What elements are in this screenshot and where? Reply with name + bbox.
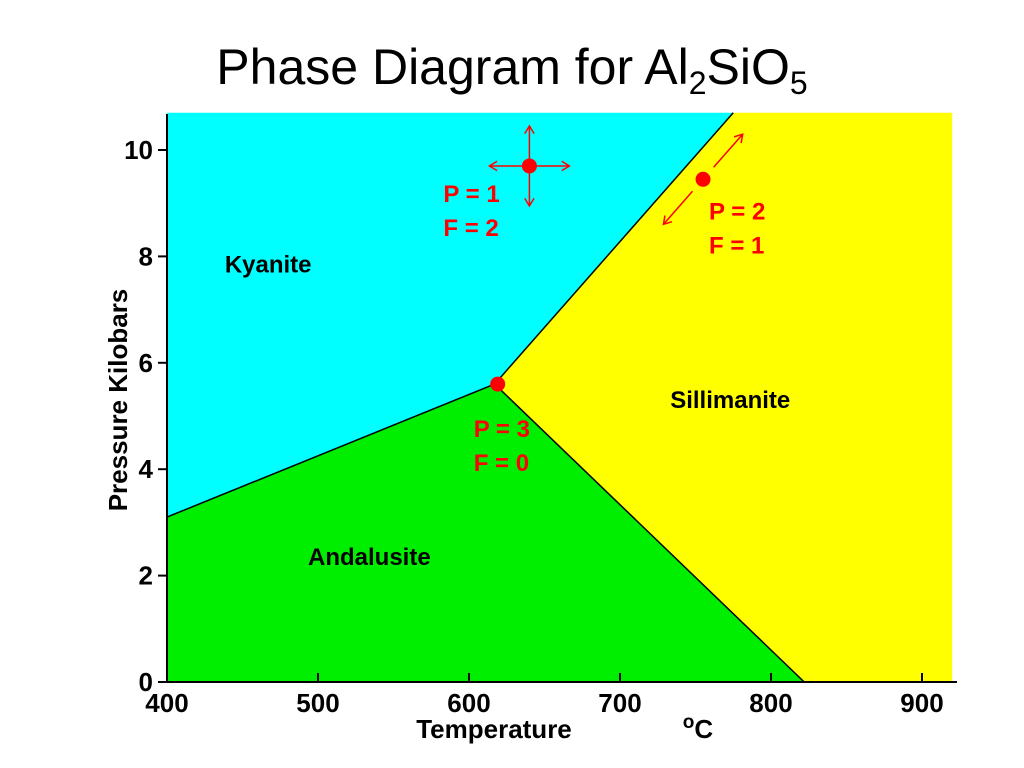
arrow-up-boundary [713, 133, 744, 168]
y-tick-label: 6 [139, 348, 153, 378]
kyanite-region [167, 112, 734, 518]
phase-point-3 [490, 376, 506, 392]
y-tick-label: 0 [139, 667, 153, 697]
y-tick-label: 4 [139, 454, 154, 484]
arrow-down-boundary [662, 190, 694, 226]
phase-regions [167, 112, 953, 682]
title-mid: SiO [706, 39, 790, 95]
phase-point-2 [695, 171, 711, 187]
x-axis-unit: oC [683, 712, 714, 744]
phase-point-3-label: P = 3 [474, 416, 530, 443]
x-tick-label: 900 [900, 688, 943, 718]
y-tick-label: 8 [139, 241, 153, 271]
phase-point-1-label: F = 2 [443, 215, 498, 242]
phase-point-1-label: P = 1 [443, 181, 499, 208]
region-label-sillimanite: Sillimanite [670, 387, 790, 414]
phase-point-1 [521, 158, 537, 174]
page-title: Phase Diagram for Al2SiO5 [0, 38, 1024, 102]
y-axis-title: Pressure Kilobars [103, 289, 133, 512]
title-main: Phase Diagram for Al [216, 39, 689, 95]
x-axis-title: Temperature [416, 714, 572, 744]
axes: 400 500 600 700 800 900 0 2 4 6 8 10 Temperature oC Pr… [103, 114, 957, 744]
phase-point-2-label: P = 2 [709, 198, 765, 225]
x-tick-label: 800 [749, 688, 792, 718]
region-labels: Kyanite Andalusite Sillimanite [225, 251, 790, 571]
phase-boundaries [166, 112, 805, 683]
phase-point-2-label: F = 1 [709, 232, 764, 259]
andalusite-region [167, 384, 805, 682]
boundary-kyanite-sillimanite [494, 112, 734, 385]
triple-points: P = 1 F = 2 P = 2 F = 1 P = 3 F = 0 [443, 124, 765, 477]
y-tick-label: 10 [124, 135, 153, 165]
x-tick-label: 500 [296, 688, 339, 718]
region-label-kyanite: Kyanite [225, 251, 312, 278]
boundary-kyanite-andalusite [166, 383, 495, 518]
region-label-andalusite: Andalusite [308, 544, 431, 571]
y-tick-label: 2 [139, 561, 153, 591]
title-sub-2: 5 [789, 65, 808, 101]
x-tick-label: 700 [598, 688, 641, 718]
phase-point-3-label: F = 0 [474, 450, 529, 477]
x-tick-label: 600 [447, 688, 490, 718]
x-tick-label: 400 [145, 688, 188, 718]
boundary-andalusite-sillimanite [494, 383, 805, 683]
title-sub-1: 2 [688, 65, 707, 101]
